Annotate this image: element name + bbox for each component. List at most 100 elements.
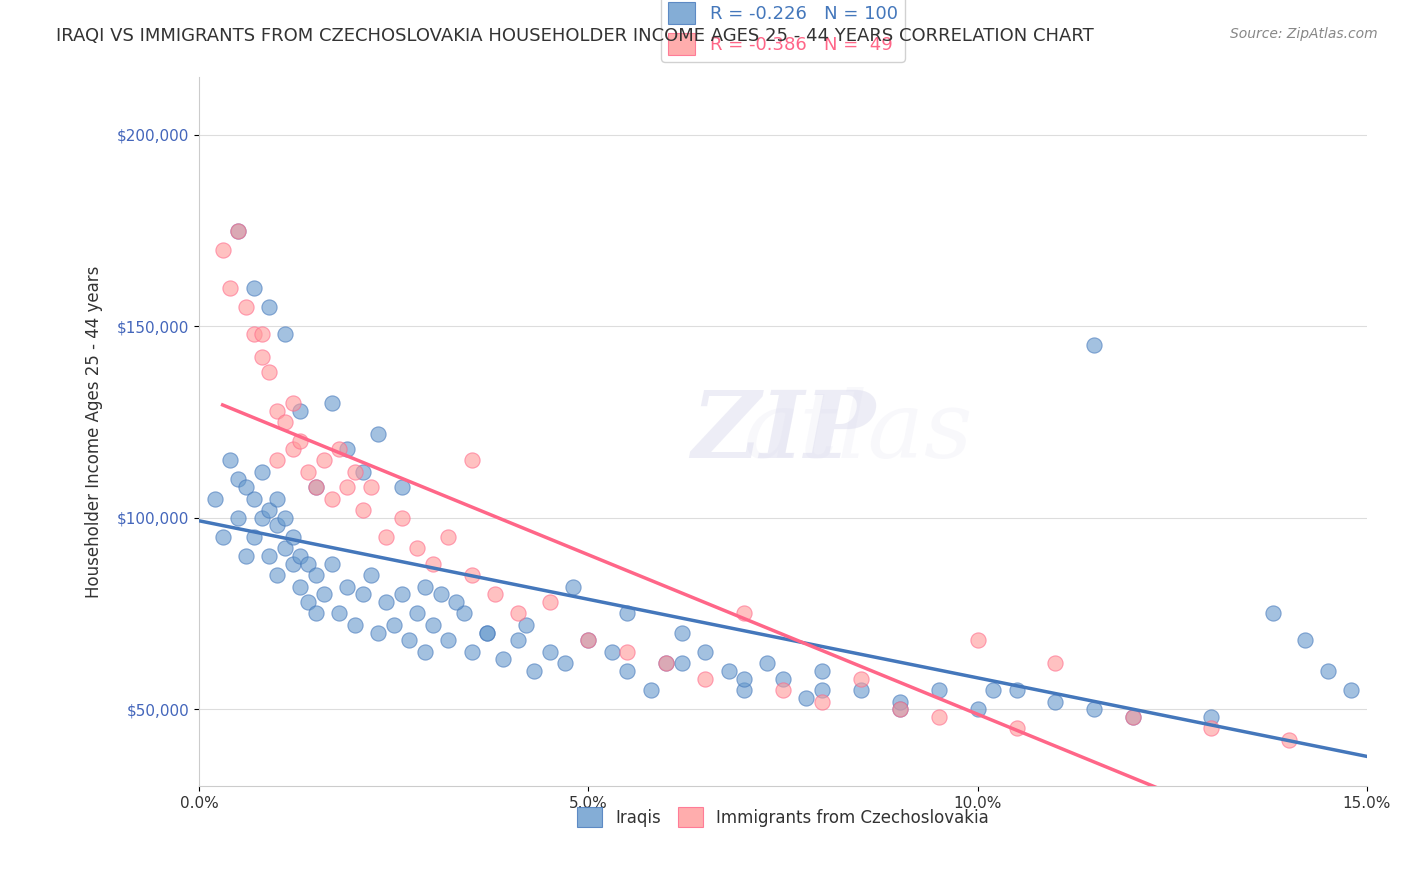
Point [274,541,297,556]
Point [226,510,249,524]
Point [538,645,561,659]
Point [235,300,257,314]
Point [336,580,359,594]
Point [312,587,335,601]
Point [640,683,662,698]
Point [274,326,297,341]
Point [733,683,755,698]
Point [250,465,273,479]
Point [966,633,988,648]
Point [305,480,328,494]
Point [321,557,343,571]
Point [226,224,249,238]
Point [1278,732,1301,747]
Point [515,618,537,632]
Point [772,672,794,686]
Point [226,224,249,238]
Point [578,633,600,648]
Point [328,607,350,621]
Point [281,557,304,571]
Point [600,645,623,659]
Point [391,587,413,601]
Point [266,403,288,417]
Point [352,465,374,479]
Point [259,300,281,314]
Point [422,557,444,571]
Point [336,480,359,494]
Point [297,557,319,571]
Point [305,568,328,582]
Point [382,618,405,632]
Text: IRAQI VS IMMIGRANTS FROM CZECHOSLOVAKIA HOUSEHOLDER INCOME AGES 25 - 44 YEARS CO: IRAQI VS IMMIGRANTS FROM CZECHOSLOVAKIA … [56,27,1094,45]
Point [250,350,273,364]
Point [242,491,264,506]
Point [367,426,389,441]
Point [360,568,382,582]
Point [328,442,350,456]
Point [523,664,546,678]
Point [413,580,436,594]
Point [226,473,249,487]
Legend: Iraqis, Immigrants from Czechoslovakia: Iraqis, Immigrants from Czechoslovakia [571,800,995,834]
Point [204,491,226,506]
Point [211,530,233,544]
Point [453,607,475,621]
Point [1045,657,1067,671]
Point [444,595,467,609]
Point [305,480,328,494]
Point [422,618,444,632]
Point [375,530,398,544]
Point [250,510,273,524]
Point [695,672,717,686]
Point [538,595,561,609]
Point [259,549,281,563]
Point [928,710,950,724]
Point [290,580,312,594]
Point [352,587,374,601]
Point [211,243,233,257]
Point [391,480,413,494]
Point [336,442,359,456]
Point [290,549,312,563]
Point [429,587,451,601]
Point [290,434,312,449]
Point [772,683,794,698]
Point [492,652,515,666]
Point [312,453,335,467]
Point [375,595,398,609]
Point [655,657,678,671]
Point [733,607,755,621]
Point [250,326,273,341]
Point [321,491,343,506]
Point [1199,722,1222,736]
Point [343,618,366,632]
Point [811,683,834,698]
Point [554,657,576,671]
Point [321,396,343,410]
Point [259,365,281,379]
Point [578,633,600,648]
Point [235,480,257,494]
Point [305,607,328,621]
Point [266,518,288,533]
Point [242,326,264,341]
Point [477,625,499,640]
Point [219,281,242,295]
Point [889,702,911,716]
Point [616,607,638,621]
Point [406,541,429,556]
Point [928,683,950,698]
Point [297,595,319,609]
Point [616,645,638,659]
Point [367,625,389,640]
Point [1083,702,1105,716]
Point [966,702,988,716]
Point [796,690,818,705]
Point [1005,683,1028,698]
Point [242,530,264,544]
Point [281,396,304,410]
Point [1045,694,1067,708]
Point [508,633,530,648]
Point [360,480,382,494]
Point [290,403,312,417]
